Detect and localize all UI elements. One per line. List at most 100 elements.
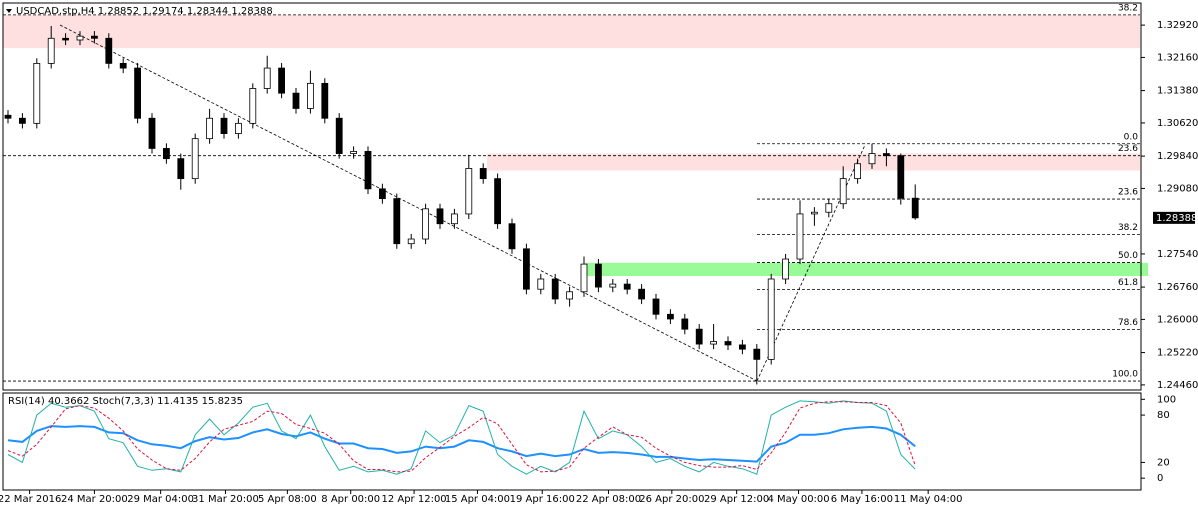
x-tick-label: 8 Apr 00:00 [321,494,380,505]
candle-body [724,341,732,346]
zone [487,153,1140,171]
x-tick-label: 19 Apr 16:00 [510,494,575,505]
candle-body [609,283,617,288]
trend-line [59,24,758,382]
candle-body [465,168,473,215]
candle-body [292,92,300,109]
candle-body [854,163,861,180]
candle-body [508,223,516,250]
candle-body [321,82,329,119]
y-tick-label: 1.29840 [1157,151,1198,162]
fib-label: 38.2 [1118,3,1138,13]
fibonacci-levels: 38.2 0.0 23.6 23.6 38.2 50.0 61.8 78.6 100.0 [3,3,1140,382]
candle-body [667,313,674,320]
candle-body [580,263,588,293]
x-tick-label: 5 Apr 08:00 [258,494,317,505]
candle-body [4,114,12,119]
candle-body [119,62,127,69]
candle-body [595,263,602,288]
y-tick-label: 1.25220 [1157,348,1198,359]
x-tick-label: 31 Mar 20:00 [192,494,259,505]
fib-label: 23.6 [1118,144,1138,154]
fib-label: 50.0 [1118,251,1138,261]
x-tick-label: 29 Apr 12:00 [704,494,769,505]
candle-body [335,117,343,154]
candle-body [450,213,458,225]
candle-body [695,328,703,345]
candle-body [479,168,487,180]
candle-body [220,117,228,134]
candle-body [249,88,257,124]
candle-body [652,298,660,315]
candle-body [422,208,430,240]
last-price-label: 1.28388 [1156,213,1197,224]
candle-body [393,198,401,245]
indicator-title: RSI(14) 40.3662 Stoch(7,3,3) 11.4135 15.… [8,396,243,407]
candle-body [753,348,761,360]
candle-body [638,288,645,300]
candle-body [710,341,717,345]
trend-line [756,144,866,382]
x-tick-label: 12 Apr 12:00 [381,494,446,505]
y-tick-label: 1.24460 [1157,380,1198,391]
y-tick-label: 1.26760 [1157,282,1198,293]
y-tick-label: 1.32920 [1157,20,1198,31]
x-tick-label: 29 Mar 04:00 [127,494,194,505]
candle-body [18,117,26,124]
candle-body [62,37,69,41]
candle-body [350,151,358,154]
y-tick-label: 80 [1157,410,1170,421]
candle-body [623,283,631,290]
candle-body [681,318,689,330]
y-tick-label: 1.32160 [1157,52,1198,63]
x-tick-label: 26 Apr 20:00 [639,494,704,505]
x-tick-label: 22 Mar 2016 [0,494,61,505]
candle-body [407,238,415,245]
fib-label: 38.2 [1118,223,1138,233]
candle-body [177,158,185,180]
x-tick-label: 15 Apr 04:00 [445,494,510,505]
chart-title: USDCAD.stp,H4 1.28852 1.29174 1.28344 1.… [16,6,273,17]
candle-body [306,82,314,109]
y-tick-label: 1.29080 [1157,183,1198,194]
y-tick-label: 20 [1157,457,1170,468]
candle-body [811,211,818,215]
candle-body [263,67,271,89]
zone [3,14,1140,49]
y-tick-label: 0 [1157,473,1163,484]
indicator-line [7,400,916,475]
fib-label: 0.0 [1124,132,1139,142]
candle-body [33,62,41,124]
x-tick-label: 11 May 04:00 [894,494,963,505]
zones [3,14,1148,277]
candle-body [566,291,573,300]
candle-body [162,148,170,160]
fib-label: 78.6 [1118,318,1138,328]
candle-body [839,178,847,205]
candle-body [436,208,444,225]
last-price-box [1153,211,1195,224]
candles [4,25,919,385]
menu-arrow[interactable] [6,9,12,13]
candle-body [206,117,214,140]
candle-body [47,37,55,64]
candle-body [191,138,199,180]
candle-body [911,197,919,219]
candle-body [378,188,386,200]
y-tick-label: 1.26000 [1157,314,1198,325]
indicator-line [7,401,916,473]
y-tick-label: 1.30620 [1157,118,1198,129]
candle-body [782,258,789,280]
fib-label: 61.8 [1118,278,1138,288]
candle-body [825,203,833,213]
candle-body [91,35,98,39]
candle-body [105,37,113,64]
x-tick-label: 24 Mar 20:00 [61,494,128,505]
candle-body [76,35,84,41]
indicator-lines [7,400,916,475]
candle-body [551,278,559,300]
candle-body [364,151,372,190]
axes: 1.32920 1.32160 1.31380 1.30620 1.29840 1.290… [0,20,1198,505]
